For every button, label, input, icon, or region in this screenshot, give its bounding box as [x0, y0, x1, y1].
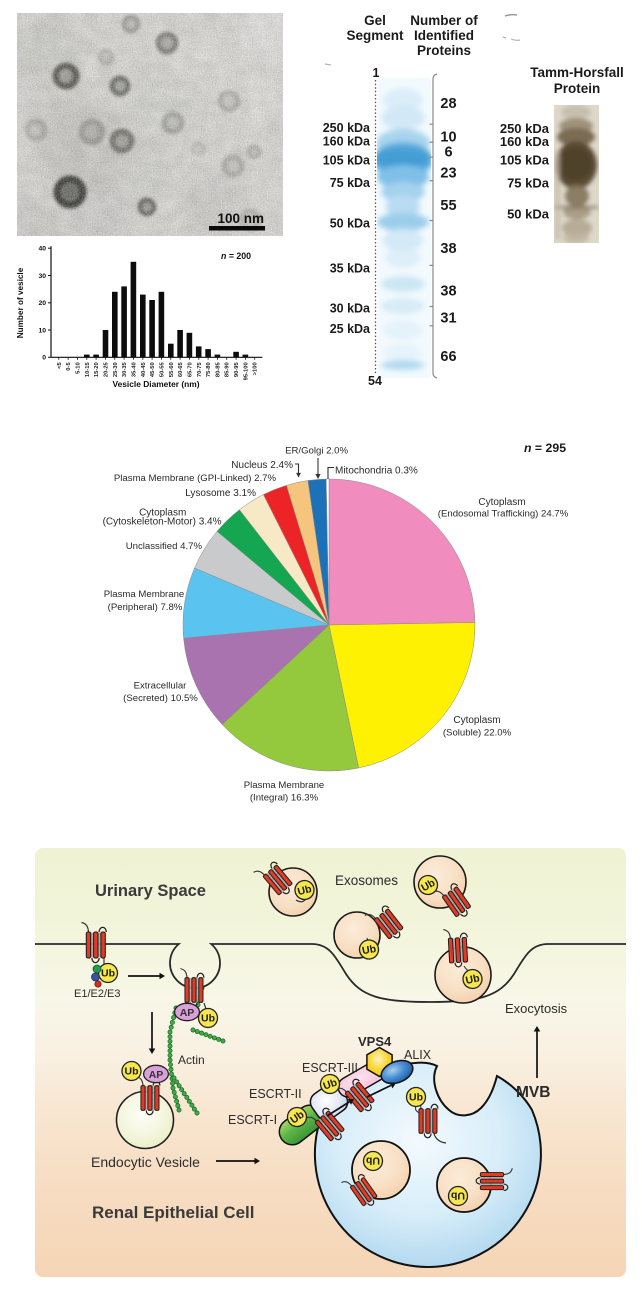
svg-text:Extracellular: Extracellular — [134, 681, 188, 692]
svg-text:105 kDa: 105 kDa — [500, 153, 550, 168]
svg-text:VPS4: VPS4 — [358, 1034, 392, 1049]
svg-text:95-100: 95-100 — [243, 362, 249, 380]
svg-text:Exocytosis: Exocytosis — [505, 1001, 568, 1016]
svg-text:Renal Epithelial Cell: Renal Epithelial Cell — [92, 1203, 255, 1222]
svg-text:ALIX: ALIX — [404, 1048, 432, 1062]
svg-text:Unclassified 4.7%: Unclassified 4.7% — [126, 541, 203, 552]
svg-text:10: 10 — [440, 129, 456, 145]
svg-text:Plasma Membrane (GPI-Linked) 2: Plasma Membrane (GPI-Linked) 2.7% — [114, 473, 277, 484]
svg-text:250 kDa: 250 kDa — [500, 121, 550, 136]
svg-text:90-95: 90-95 — [234, 362, 240, 378]
svg-text:38: 38 — [440, 241, 456, 257]
svg-text:Nucleus 2.4%: Nucleus 2.4% — [231, 460, 293, 471]
svg-text:Proteins: Proteins — [417, 43, 471, 58]
svg-text:75-80: 75-80 — [206, 362, 212, 377]
svg-text:50 kDa: 50 kDa — [330, 217, 371, 231]
svg-text:15-20: 15-20 — [94, 362, 100, 377]
svg-text:75 kDa: 75 kDa — [507, 176, 550, 191]
svg-text:105 kDa: 105 kDa — [323, 154, 371, 168]
svg-text:Endocytic Vesicle: Endocytic Vesicle — [91, 1154, 200, 1170]
svg-text:70-75: 70-75 — [197, 362, 203, 378]
svg-text:40-45: 40-45 — [141, 362, 147, 378]
svg-text:Plasma Membrane: Plasma Membrane — [244, 780, 325, 791]
svg-text:28: 28 — [440, 96, 456, 112]
svg-text:MVB: MVB — [516, 1084, 550, 1101]
svg-text:38: 38 — [440, 283, 456, 299]
svg-text:85-90: 85-90 — [225, 362, 231, 377]
svg-text:55: 55 — [440, 198, 456, 214]
svg-text:30: 30 — [38, 273, 46, 280]
svg-text:10: 10 — [38, 327, 46, 334]
svg-text:0: 0 — [42, 355, 46, 362]
svg-text:6: 6 — [444, 144, 452, 160]
svg-text:100 nm: 100 nm — [217, 211, 264, 226]
svg-text:40: 40 — [38, 246, 46, 253]
svg-text:Exosomes: Exosomes — [335, 873, 398, 888]
svg-text:65-70: 65-70 — [187, 362, 193, 377]
svg-text:Number of: Number of — [410, 13, 478, 28]
svg-text:35 kDa: 35 kDa — [330, 262, 371, 276]
svg-text:55-60: 55-60 — [169, 362, 175, 377]
svg-text:Tamm-Horsfall: Tamm-Horsfall — [530, 65, 624, 80]
svg-text:160 kDa: 160 kDa — [500, 134, 550, 149]
svg-text:160 kDa: 160 kDa — [323, 135, 371, 149]
svg-text:Plasma Membrane: Plasma Membrane — [104, 589, 185, 600]
svg-text:<5: <5 — [57, 362, 63, 369]
svg-text:(Integral) 16.3%: (Integral) 16.3% — [250, 793, 319, 804]
svg-text:Lysosome 3.1%: Lysosome 3.1% — [185, 488, 256, 499]
svg-text:45-50: 45-50 — [150, 362, 156, 377]
svg-text:E1/E2/E3: E1/E2/E3 — [74, 988, 120, 1000]
svg-text:Protein: Protein — [554, 81, 601, 96]
svg-text:(Soluble) 22.0%: (Soluble) 22.0% — [443, 728, 512, 739]
svg-text:ESCRT-I: ESCRT-I — [228, 1113, 277, 1127]
svg-text:n = 200: n = 200 — [221, 251, 251, 261]
svg-text:Urinary Space: Urinary Space — [95, 882, 206, 900]
svg-text:ESCRT-II: ESCRT-II — [249, 1087, 302, 1101]
svg-text:30-35: 30-35 — [122, 362, 128, 378]
svg-text:30 kDa: 30 kDa — [330, 302, 371, 316]
svg-text:Cytoplasm: Cytoplasm — [478, 497, 525, 508]
svg-text:66: 66 — [440, 349, 456, 365]
svg-text:Vesicle Diameter (nm): Vesicle Diameter (nm) — [112, 379, 199, 389]
svg-text:Number of vesicle: Number of vesicle — [16, 267, 25, 338]
svg-text:20-25: 20-25 — [104, 362, 110, 378]
svg-text:50-55: 50-55 — [159, 362, 165, 378]
svg-text:(Secreted) 10.5%: (Secreted) 10.5% — [123, 693, 198, 704]
svg-text:Mitochondria 0.3%: Mitochondria 0.3% — [335, 466, 418, 477]
svg-text:Cytoplasm: Cytoplasm — [139, 508, 186, 519]
svg-text:>100: >100 — [253, 362, 259, 375]
svg-text:35-40: 35-40 — [131, 362, 137, 377]
svg-text:(Cytoskeleton-Motor) 3.4%: (Cytoskeleton-Motor) 3.4% — [103, 517, 222, 528]
svg-text:1: 1 — [373, 66, 380, 80]
svg-text:ESCRT-III: ESCRT-III — [302, 1061, 358, 1075]
svg-text:31: 31 — [440, 310, 456, 326]
svg-text:5-10: 5-10 — [76, 362, 82, 374]
svg-text:(Endosomal Trafficking) 24.7%: (Endosomal Trafficking) 24.7% — [438, 509, 569, 520]
svg-text:23: 23 — [440, 166, 456, 182]
svg-text:60-65: 60-65 — [178, 362, 184, 378]
svg-text:54: 54 — [368, 374, 382, 388]
svg-text:50 kDa: 50 kDa — [507, 207, 550, 222]
svg-text:20: 20 — [38, 300, 46, 307]
svg-text:ER/Golgi 2.0%: ER/Golgi 2.0% — [285, 446, 348, 457]
svg-text:80-85: 80-85 — [215, 362, 221, 378]
svg-text:Gel: Gel — [364, 13, 386, 28]
svg-text:n = 295: n = 295 — [524, 441, 566, 455]
svg-text:(Peripheral) 7.8%: (Peripheral) 7.8% — [108, 602, 183, 613]
svg-text:25 kDa: 25 kDa — [330, 322, 371, 336]
svg-text:250 kDa: 250 kDa — [323, 121, 371, 135]
svg-text:Identified: Identified — [414, 28, 474, 43]
svg-text:Segment: Segment — [346, 28, 404, 43]
svg-text:0-5: 0-5 — [66, 362, 72, 371]
svg-text:Cytoplasm: Cytoplasm — [453, 715, 500, 726]
svg-text:10-15: 10-15 — [85, 362, 91, 378]
svg-text:Actin: Actin — [178, 1053, 205, 1067]
svg-text:75 kDa: 75 kDa — [330, 176, 371, 190]
svg-text:25-30: 25-30 — [113, 362, 119, 377]
